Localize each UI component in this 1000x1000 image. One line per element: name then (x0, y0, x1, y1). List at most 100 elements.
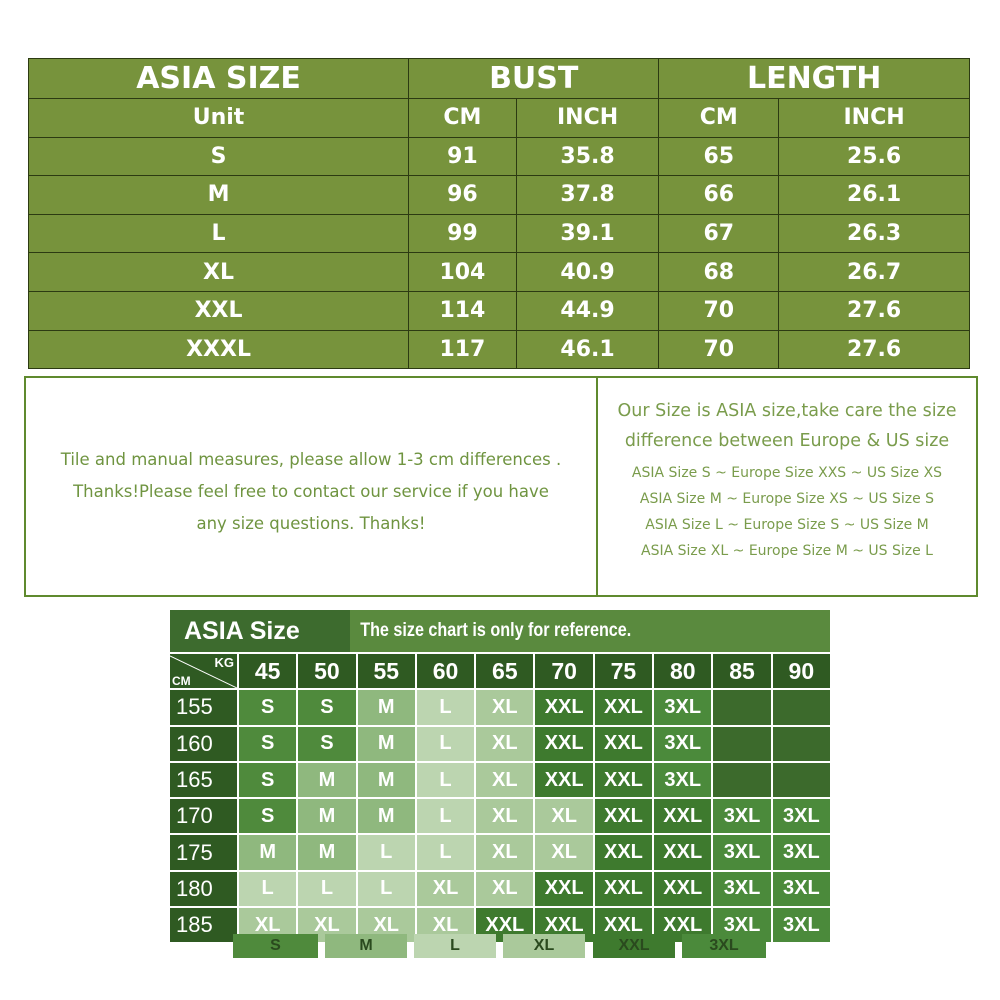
size-cell: L (416, 690, 475, 725)
size-cell: S (27, 136, 410, 177)
size-cell: XXL (654, 835, 712, 870)
size-cell: XXL (594, 762, 653, 798)
conversion-line: ASIA Size M ~ Europe Size XS ~ US Size S (639, 491, 935, 507)
conversion-line: ASIA Size L ~ Europe Size S ~ US Size M (645, 517, 929, 533)
size-cell (772, 726, 830, 761)
height-label: 165 (170, 762, 237, 798)
size-cell: 3XL (772, 908, 830, 943)
height-label: 175 (170, 835, 237, 870)
legend-xl: XL (503, 934, 585, 958)
size-cell (713, 690, 771, 725)
size-cell: XXL (594, 799, 653, 834)
size-cell: XXL (594, 871, 653, 907)
size-cell: S (239, 690, 297, 725)
size-cell: 39.1 (515, 213, 660, 254)
note-line: Thanks!Please feel free to contact our s… (73, 481, 549, 501)
unit-cell: CM (658, 98, 780, 138)
info-panel: Tile and manual measures, please allow 1… (24, 376, 978, 597)
measure-note: Tile and manual measures, please allow 1… (26, 378, 598, 595)
size-row: XXXL 117 46.1 70 27.6 (27, 329, 970, 370)
conversion-title: difference between Europe & US size (624, 431, 950, 451)
size-cell: S (298, 690, 356, 725)
size-cell: 68 (658, 252, 780, 292)
size-cell: 3XL (772, 835, 830, 870)
size-cell: XXL (535, 762, 593, 798)
note-line: any size questions. Thanks! (196, 513, 426, 533)
unit-cell: INCH (515, 98, 660, 138)
size-cell: S (239, 762, 297, 798)
size-cell: XXL (27, 290, 410, 331)
kg-label: KG (214, 655, 235, 670)
size-cell: 3XL (713, 799, 771, 834)
header-bust: BUST (408, 58, 660, 99)
size-cell: XXL (594, 690, 653, 725)
size-cell: XXL (535, 726, 593, 761)
height-label: 185 (170, 908, 237, 943)
size-cell: M (357, 726, 415, 761)
size-legend: S M L XL XXL 3XL (0, 934, 1000, 958)
weight-header: 65 (476, 654, 534, 688)
size-cell: 46.1 (515, 329, 660, 370)
size-cell: 27.6 (778, 290, 970, 331)
size-cell: M (357, 762, 415, 798)
size-cell: XXL (594, 726, 653, 761)
size-cell: XL (476, 726, 534, 761)
size-cell: M (239, 835, 297, 870)
size-cell: XXL (594, 835, 653, 870)
size-cell: 91 (408, 136, 517, 177)
unit-cell: CM (408, 98, 517, 138)
size-cell (713, 762, 771, 798)
weight-header: 70 (535, 654, 593, 688)
size-cell: 117 (408, 329, 517, 370)
weight-header: 45 (239, 654, 297, 688)
weight-header: 85 (713, 654, 771, 688)
size-cell: L (239, 871, 297, 907)
legend-l: L (414, 934, 496, 958)
size-row: XXL 114 44.9 70 27.6 (27, 290, 970, 331)
size-cell: 26.1 (778, 175, 970, 215)
legend-3xl: 3XL (682, 934, 766, 958)
size-cell: 66 (658, 175, 780, 215)
header-asia-size: ASIA SIZE (27, 58, 410, 99)
size-cell: L (416, 799, 475, 834)
size-cell (772, 762, 830, 798)
chart-subtitle: The size chart is only for reference. (360, 620, 632, 641)
weight-header: 75 (594, 654, 653, 688)
size-cell: XL (535, 799, 593, 834)
size-cell: S (239, 799, 297, 834)
size-cell: XL (476, 762, 534, 798)
size-cell: XXL (654, 799, 712, 834)
size-conversion: Our Size is ASIA size,take care the size… (598, 378, 976, 595)
size-cell: M (298, 799, 356, 834)
corner-label: KG CM (170, 654, 237, 689)
weight-header: 80 (654, 654, 712, 688)
size-cell (713, 726, 771, 761)
size-cell: 99 (408, 213, 517, 254)
size-row: XL 104 40.9 68 26.7 (27, 252, 970, 292)
unit-cell: INCH (778, 98, 970, 138)
conversion-line: ASIA Size XL ~ Europe Size M ~ US Size L (641, 543, 933, 559)
weight-header: 55 (357, 654, 415, 688)
height-label: 180 (170, 871, 237, 907)
size-cell: XL (476, 690, 534, 725)
size-cell: 40.9 (515, 252, 660, 292)
size-cell: 37.8 (515, 175, 660, 215)
cm-label: CM (172, 674, 191, 689)
size-cell: 96 (408, 175, 517, 215)
legend-xxl: XXL (593, 934, 675, 958)
height-label: 160 (170, 726, 237, 761)
size-cell: 114 (408, 290, 517, 331)
weight-header: 50 (298, 654, 356, 688)
size-cell: XL (535, 835, 593, 870)
size-cell: L (357, 871, 415, 907)
size-cell: 67 (658, 213, 780, 254)
weight-height-chart: ASIA Size The size chart is only for ref… (170, 610, 830, 943)
size-cell: 70 (658, 290, 780, 331)
size-cell: XXXL (27, 329, 410, 370)
size-cell: M (357, 799, 415, 834)
size-cell: 26.3 (778, 213, 970, 254)
size-cell: 3XL (654, 690, 712, 725)
conversion-title: Our Size is ASIA size,take care the size (617, 401, 957, 421)
size-cell: XXL (535, 871, 593, 907)
size-cell: M (357, 690, 415, 725)
